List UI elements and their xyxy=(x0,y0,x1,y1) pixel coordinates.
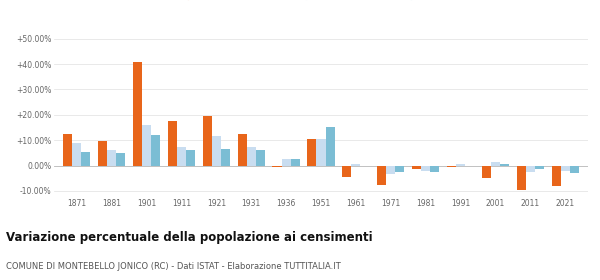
Text: COMUNE DI MONTEBELLO JONICO (RC) - Dati ISTAT - Elaborazione TUTTITALIA.IT: COMUNE DI MONTEBELLO JONICO (RC) - Dati … xyxy=(6,262,341,271)
Bar xyxy=(281,159,290,165)
Bar xyxy=(412,165,421,169)
Bar xyxy=(168,121,177,165)
Bar xyxy=(352,164,361,165)
Bar xyxy=(500,164,509,165)
Bar xyxy=(98,141,107,165)
Bar xyxy=(63,134,72,165)
Bar xyxy=(456,164,465,165)
Bar xyxy=(247,146,256,165)
Bar xyxy=(177,146,186,165)
Bar xyxy=(142,125,151,165)
Bar xyxy=(203,116,212,165)
Text: Variazione percentuale della popolazione ai censimenti: Variazione percentuale della popolazione… xyxy=(6,231,373,244)
Bar xyxy=(186,150,195,165)
Bar xyxy=(395,165,404,172)
Bar xyxy=(290,159,300,165)
Bar xyxy=(221,149,230,165)
Bar xyxy=(570,165,579,173)
Bar xyxy=(107,150,116,165)
Bar xyxy=(272,165,281,167)
Bar xyxy=(482,165,491,178)
Bar xyxy=(316,139,326,165)
Bar xyxy=(133,62,142,165)
Bar xyxy=(256,150,265,165)
Bar xyxy=(517,165,526,190)
Bar xyxy=(491,162,500,165)
Bar xyxy=(72,143,81,165)
Bar xyxy=(326,127,335,165)
Bar xyxy=(386,165,395,174)
Bar xyxy=(307,139,316,165)
Bar xyxy=(377,165,386,185)
Bar xyxy=(561,165,570,171)
Bar xyxy=(212,136,221,165)
Bar xyxy=(535,165,544,169)
Bar xyxy=(421,165,430,171)
Bar xyxy=(116,153,125,165)
Bar xyxy=(430,165,439,172)
Bar xyxy=(447,165,456,167)
Bar xyxy=(526,165,535,172)
Bar xyxy=(151,135,160,165)
Bar xyxy=(81,151,90,165)
Bar xyxy=(238,134,247,165)
Bar xyxy=(552,165,561,186)
Bar xyxy=(342,165,352,177)
